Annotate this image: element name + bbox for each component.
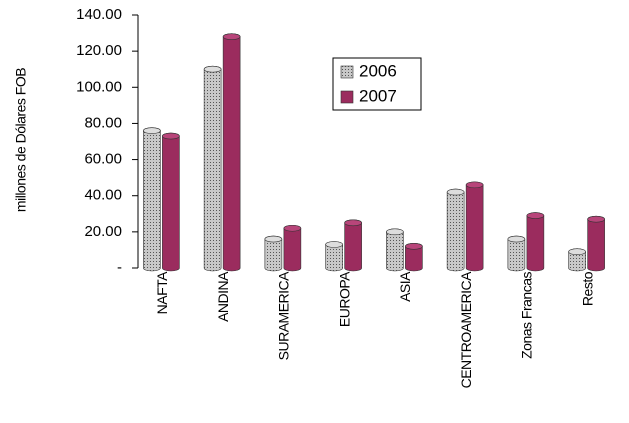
- x-tick-label: Resto: [579, 271, 595, 306]
- bar-cap: [222, 33, 241, 40]
- bar-cap: [143, 127, 161, 134]
- y-tick-label: -: [117, 259, 122, 276]
- y-tick-label: 60.00: [84, 151, 122, 168]
- bar-cap: [568, 248, 586, 256]
- bar: [162, 132, 180, 272]
- bar-cap: [465, 181, 484, 189]
- bar-cap: [386, 228, 404, 236]
- bar-cap: [264, 235, 283, 243]
- legend: 2006 2007: [332, 57, 422, 111]
- legend-swatch: [340, 90, 354, 104]
- bar: [143, 127, 161, 272]
- x-tick-label: EUROPA: [336, 271, 352, 327]
- x-tick-label: NAFTA: [154, 271, 170, 315]
- legend-label: 2006: [359, 61, 397, 80]
- bar: [344, 219, 362, 272]
- x-tick-label: CENTROAMERICA: [458, 271, 474, 389]
- y-tick-label: 40.00: [84, 187, 122, 204]
- bar-cap: [587, 215, 605, 223]
- legend-swatch: [340, 65, 354, 79]
- bar: [283, 224, 302, 272]
- x-tick-label: ANDINA: [215, 271, 231, 322]
- bar: [446, 188, 465, 272]
- y-tick-label: 100.00: [76, 78, 122, 95]
- bar: [203, 65, 222, 272]
- bar-cap: [325, 241, 343, 248]
- bar: [386, 228, 404, 272]
- y-axis-label: millones de Dólares FOB: [13, 68, 29, 212]
- y-tick-label: 140.00: [76, 6, 122, 23]
- bar-cap: [283, 224, 302, 232]
- bar-cap: [344, 219, 362, 227]
- x-tick-label: ASIA: [397, 271, 413, 302]
- y-tick-label: 80.00: [84, 114, 122, 131]
- bar: [465, 181, 484, 272]
- bar: [587, 215, 605, 272]
- bar-cap: [162, 132, 180, 140]
- bar-cap: [507, 235, 526, 243]
- bar-cap: [446, 188, 465, 196]
- legend-label: 2007: [359, 86, 397, 105]
- y-tick-label: 120.00: [76, 42, 122, 59]
- x-tick-label: SURAMERICA: [276, 271, 292, 361]
- y-tick-label: 20.00: [84, 223, 122, 240]
- bar: [526, 212, 545, 272]
- bar-cap: [526, 212, 545, 219]
- bar-cap: [203, 65, 222, 73]
- bar: [222, 33, 241, 272]
- x-tick-label: Zonas Francas: [519, 272, 535, 359]
- bar-cap: [405, 243, 423, 250]
